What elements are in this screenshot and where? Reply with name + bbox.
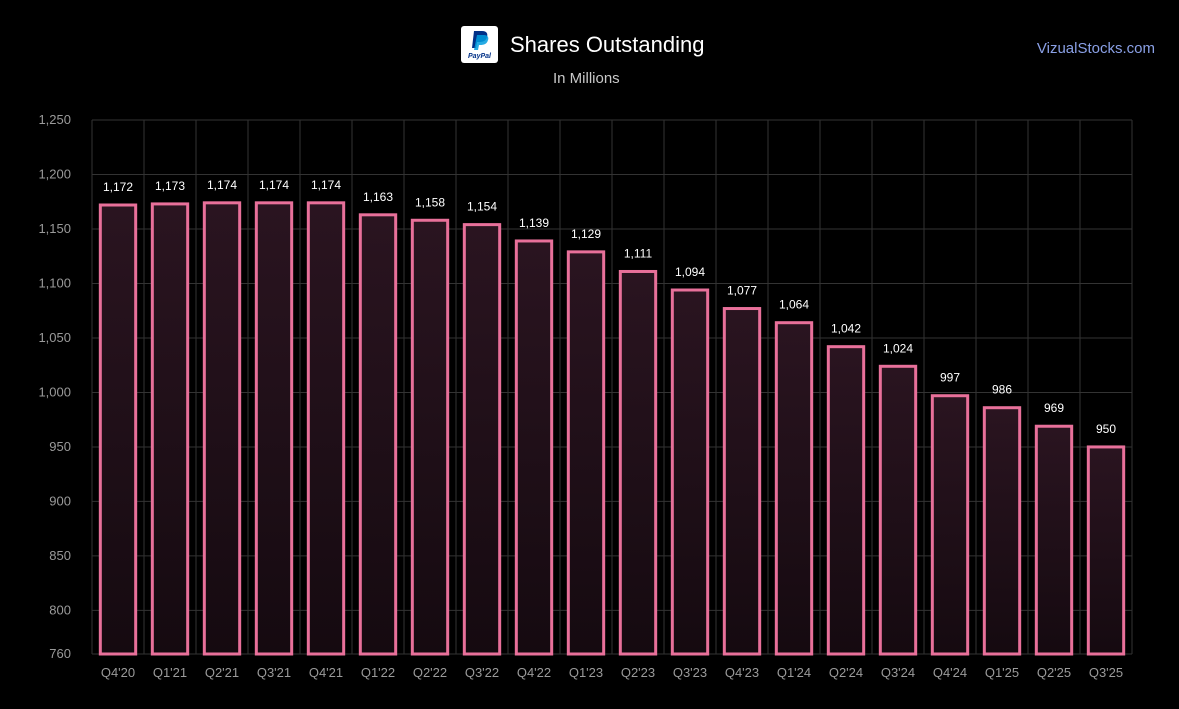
- bar: [1086, 445, 1126, 656]
- x-tick-label: Q2'25: [1037, 665, 1071, 680]
- y-tick-label: 950: [49, 439, 71, 454]
- bar: [774, 321, 814, 656]
- bar-value-label: 1,158: [415, 195, 445, 209]
- bar: [670, 288, 710, 656]
- x-tick-label: Q3'23: [673, 665, 707, 680]
- chart-title: Shares Outstanding: [510, 32, 705, 57]
- bar: [930, 394, 970, 656]
- bar: [566, 250, 606, 656]
- y-axis-ticks: 760 800 850 900 950 1,000 1,050 1,100 1,150 1,200…: [38, 112, 71, 661]
- bar-value-label: 1,024: [883, 341, 913, 355]
- bar-value-label: 1,064: [779, 298, 809, 312]
- grid-lines: [91, 119, 1133, 655]
- x-tick-label: Q4'24: [933, 665, 967, 680]
- y-tick-label: 900: [49, 493, 71, 508]
- bar-value-label: 1,154: [467, 200, 497, 214]
- x-axis-ticks: Q4'20 Q1'21 Q2'21 Q3'21 Q4'21 Q1'22 Q2'22 Q3'22…: [101, 665, 1123, 680]
- y-tick-label: 760: [49, 646, 71, 661]
- bar-value-label: 1,042: [831, 322, 861, 336]
- bar-value-label: 1,173: [155, 179, 185, 193]
- bar: [982, 406, 1022, 656]
- x-tick-label: Q2'21: [205, 665, 239, 680]
- bar-value-label: 1,077: [727, 284, 757, 298]
- bar: [722, 307, 762, 656]
- x-tick-label: Q1'24: [777, 665, 811, 680]
- bar: [254, 201, 294, 656]
- bar-value-label: 969: [1044, 401, 1064, 415]
- x-tick-label: Q1'25: [985, 665, 1019, 680]
- y-tick-label: 850: [49, 548, 71, 563]
- bar: [202, 201, 242, 656]
- value-labels: 1,172 1,173 1,174 1,174 1,174 1,163 1,158 1,154…: [103, 178, 1116, 436]
- x-tick-label: Q3'24: [881, 665, 915, 680]
- x-tick-label: Q1'23: [569, 665, 603, 680]
- x-tick-label: Q4'22: [517, 665, 551, 680]
- paypal-logo-icon: PayPal: [461, 26, 498, 63]
- bar-value-label: 997: [940, 371, 960, 385]
- x-tick-label: Q2'23: [621, 665, 655, 680]
- x-tick-label: Q2'22: [413, 665, 447, 680]
- x-tick-label: Q1'22: [361, 665, 395, 680]
- bar: [358, 213, 398, 656]
- x-tick-label: Q4'20: [101, 665, 135, 680]
- bar: [618, 269, 658, 656]
- paypal-logo-text: PayPal: [468, 53, 492, 60]
- bar: [306, 201, 346, 656]
- bar: [878, 364, 918, 656]
- y-tick-label: 800: [49, 602, 71, 617]
- bar: [98, 203, 138, 656]
- y-tick-label: 1,200: [38, 166, 71, 181]
- bar-value-label: 1,094: [675, 265, 705, 279]
- y-tick-label: 1,150: [38, 221, 71, 236]
- watermark-link[interactable]: VizualStocks.com: [1036, 40, 1155, 57]
- bar-value-label: 986: [992, 383, 1012, 397]
- x-tick-label: Q1'21: [153, 665, 187, 680]
- bar-value-label: 1,139: [519, 216, 549, 230]
- bar-value-label: 1,129: [571, 227, 601, 241]
- x-tick-label: Q3'25: [1089, 665, 1123, 680]
- x-tick-label: Q4'21: [309, 665, 343, 680]
- x-tick-label: Q4'23: [725, 665, 759, 680]
- bar: [1034, 424, 1074, 656]
- bar-value-label: 1,174: [207, 178, 237, 192]
- bar-value-label: 950: [1096, 422, 1116, 436]
- x-tick-label: Q3'22: [465, 665, 499, 680]
- x-tick-label: Q3'21: [257, 665, 291, 680]
- y-tick-label: 1,250: [38, 112, 71, 127]
- bar-value-label: 1,111: [624, 246, 653, 260]
- bar: [826, 345, 866, 656]
- bar-value-label: 1,163: [363, 190, 393, 204]
- bar: [462, 223, 502, 656]
- chart-subtitle: In Millions: [553, 70, 620, 87]
- y-tick-label: 1,050: [38, 330, 71, 345]
- bar: [410, 218, 450, 656]
- y-tick-label: 1,100: [38, 275, 71, 290]
- bar-value-label: 1,174: [311, 178, 341, 192]
- bar: [150, 202, 190, 656]
- bar-value-label: 1,174: [259, 178, 289, 192]
- bars: [98, 201, 1126, 656]
- paypal-logo-graphic: PayPal: [468, 31, 492, 60]
- bar-value-label: 1,172: [103, 180, 133, 194]
- bar: [514, 239, 554, 656]
- y-tick-label: 1,000: [38, 384, 71, 399]
- x-tick-label: Q2'24: [829, 665, 863, 680]
